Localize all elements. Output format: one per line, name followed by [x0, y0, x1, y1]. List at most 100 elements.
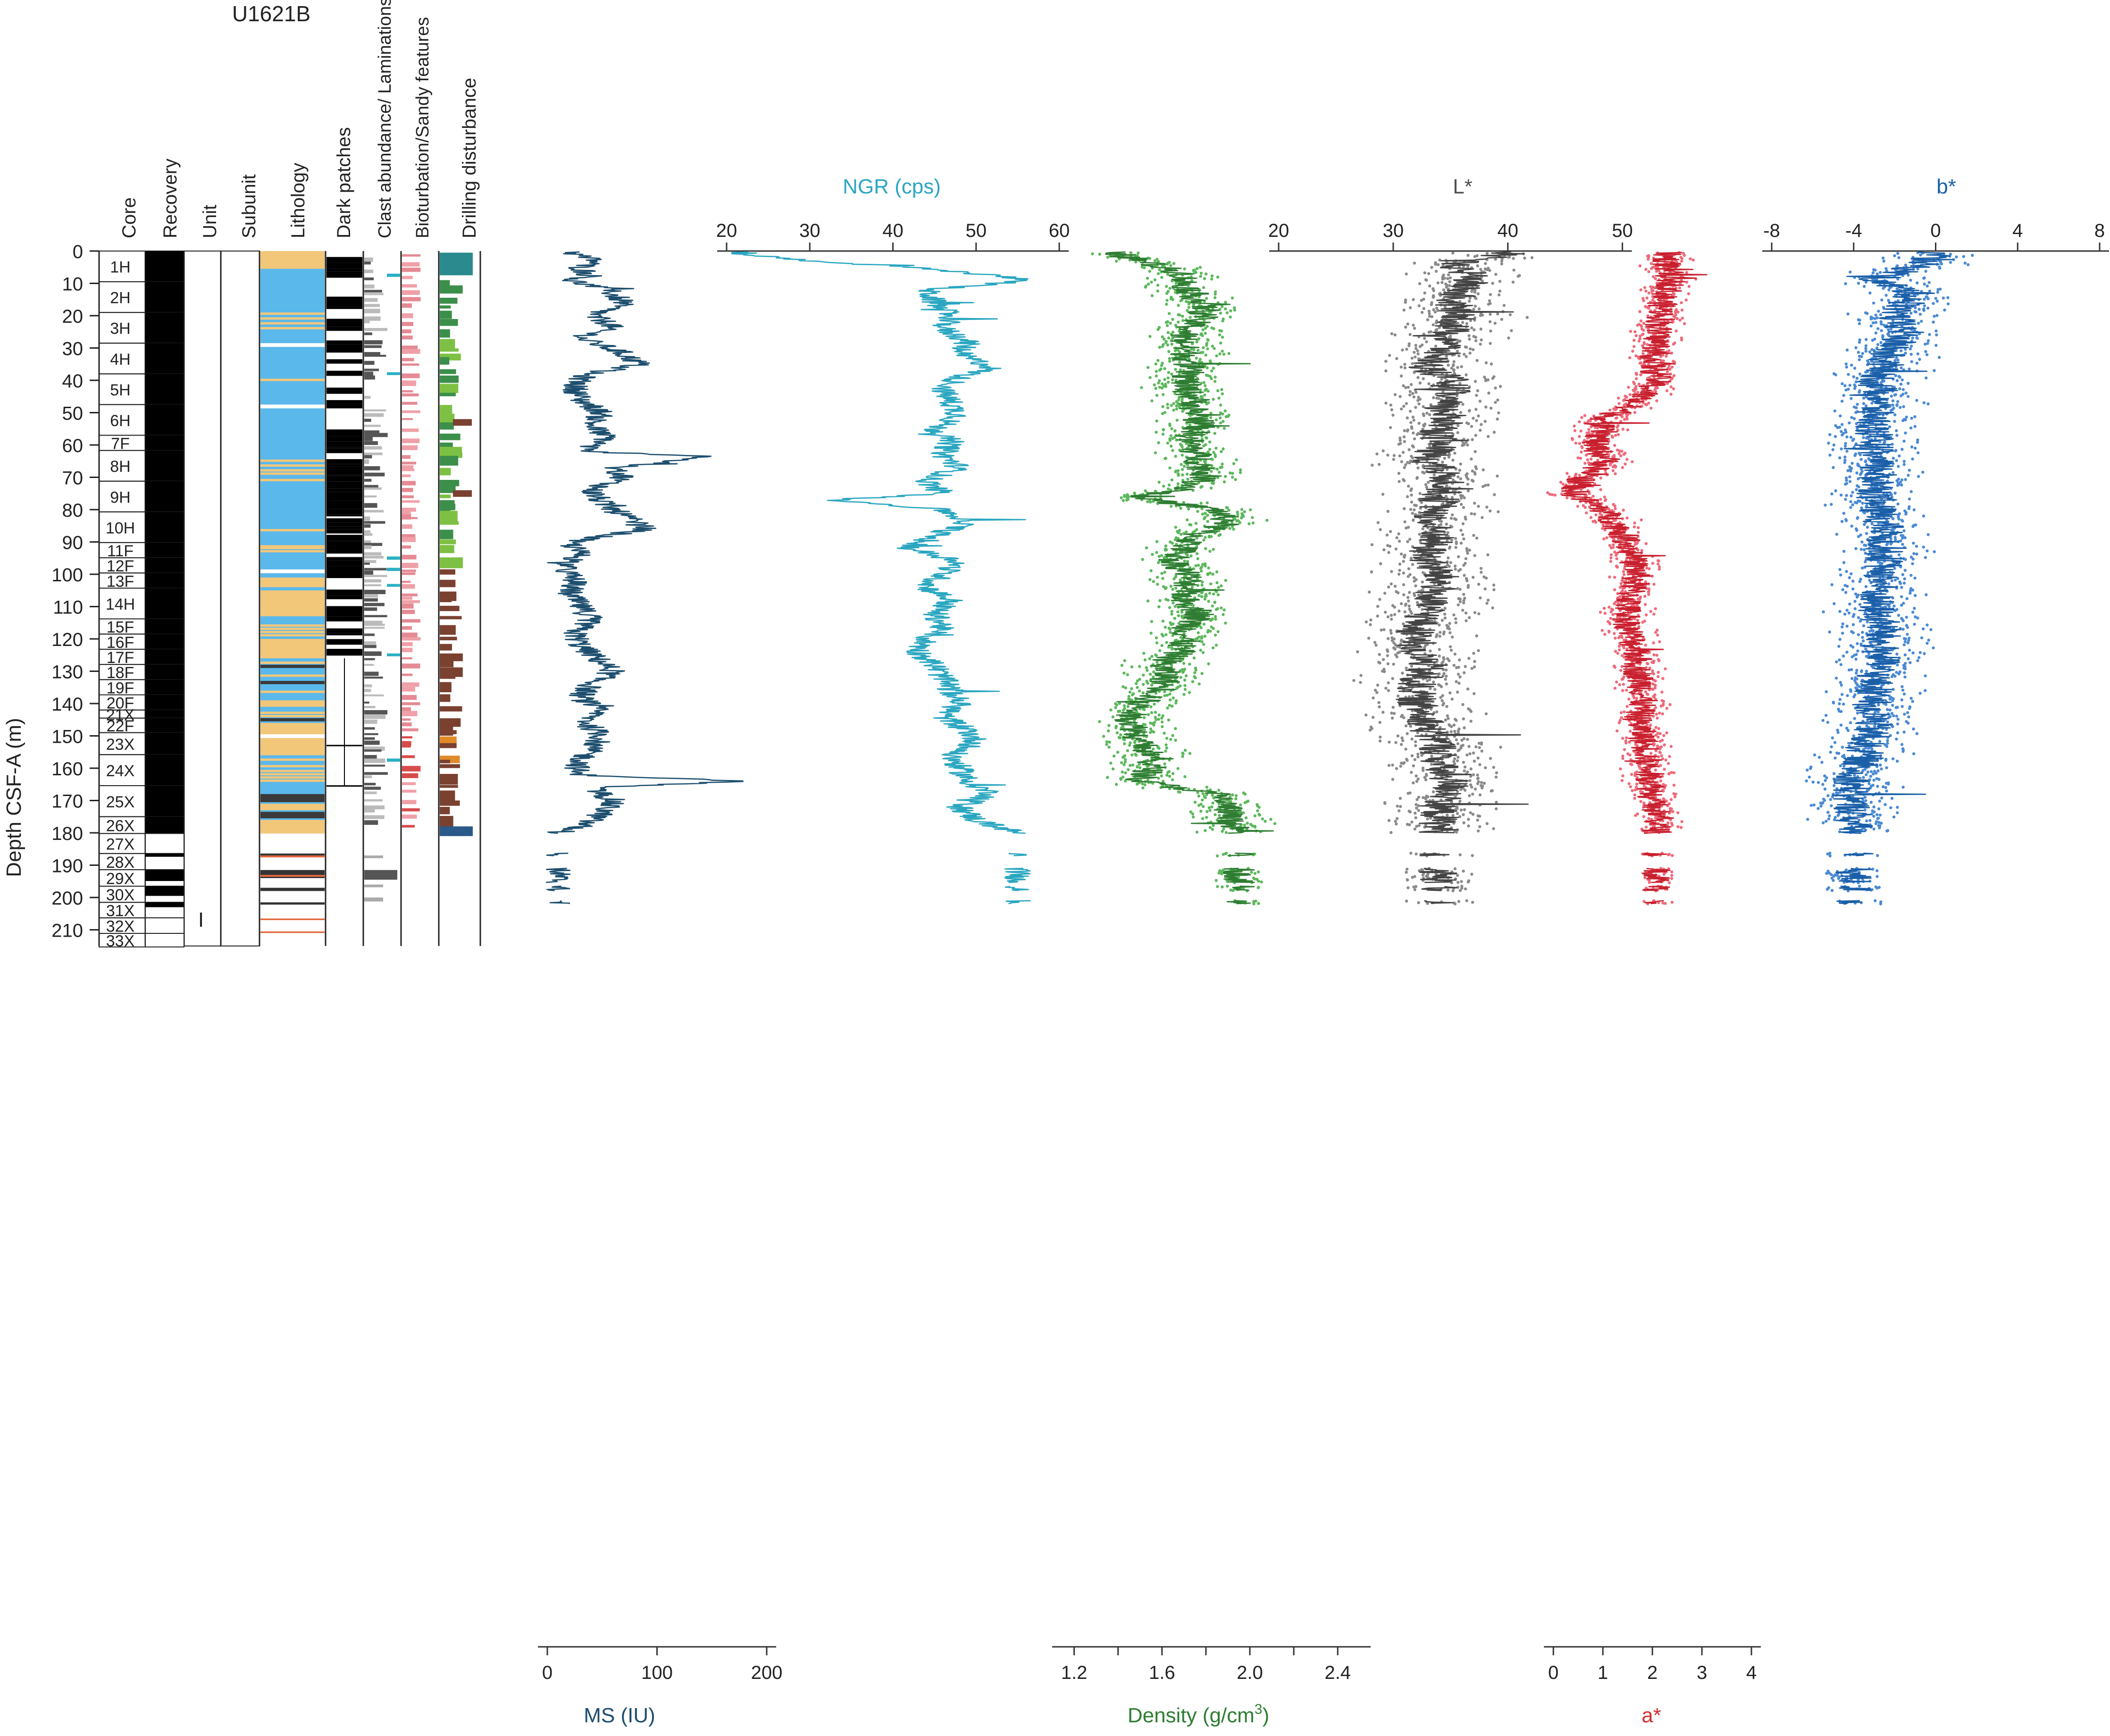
l-scatter-point	[1475, 419, 1478, 422]
l-scatter-point	[1471, 438, 1474, 441]
core-label: 24X	[106, 762, 135, 780]
dark-patch	[327, 441, 362, 447]
a-scatter-point	[1655, 269, 1658, 273]
disturbance-mark	[440, 339, 455, 350]
dark-patch	[327, 606, 362, 609]
a-scatter-point	[1691, 258, 1695, 262]
lithology-thin-band	[260, 378, 325, 381]
bioturbation-mark	[402, 642, 413, 646]
a-scatter-point	[1629, 330, 1633, 333]
density-scatter-point	[1212, 548, 1215, 551]
l-scatter-point	[1456, 424, 1460, 428]
density-scatter-point	[1196, 267, 1199, 270]
density-scatter-point	[1211, 646, 1215, 650]
disturbance-mark	[440, 375, 459, 383]
density-scatter-point	[1160, 716, 1164, 720]
a-scatter-point	[1633, 543, 1637, 546]
a-scatter-point	[1625, 704, 1629, 708]
density-scatter-point	[1257, 880, 1260, 883]
density-scatter-point	[1168, 698, 1172, 702]
core-label: 18F	[107, 664, 134, 682]
a-scatter-point	[1616, 426, 1619, 429]
a-scatter-point	[1650, 267, 1653, 270]
density-scatter-point	[1220, 450, 1223, 453]
l-scatter-point	[1460, 880, 1463, 883]
l-scatter-point	[1407, 591, 1411, 594]
density-scatter-point	[1091, 252, 1094, 256]
density-scatter-point	[1126, 673, 1129, 676]
a-scatter-point	[1626, 428, 1630, 432]
density-scatter-point	[1178, 528, 1181, 532]
clast-mark	[364, 710, 388, 715]
density-scatter-point	[1120, 663, 1124, 667]
clast-mark	[364, 651, 382, 656]
l-scatter-point	[1432, 323, 1435, 327]
disturbance-block	[440, 252, 473, 276]
a-scatter-point	[1617, 645, 1621, 648]
l-scatter-point	[1392, 458, 1395, 461]
l-scatter-point	[1403, 555, 1406, 559]
l-scatter-point	[1373, 641, 1377, 644]
density-scatter-point	[1217, 534, 1221, 537]
l-scatter-point	[1444, 678, 1447, 681]
depth-tick-label: 140	[51, 694, 83, 715]
density-scatter-point	[1215, 581, 1219, 585]
clast-mark	[364, 352, 380, 356]
density-scatter-point	[1162, 428, 1165, 432]
disturbance-mark	[440, 706, 462, 712]
density-scatter-point	[1157, 554, 1161, 558]
bioturbation-mark	[402, 465, 414, 470]
l-scatter-point	[1382, 670, 1386, 673]
core-label: 26X	[106, 817, 135, 835]
density-scatter-point	[1189, 523, 1193, 527]
density-scatter-point	[1192, 348, 1196, 352]
l-scatter-point	[1401, 451, 1405, 454]
a-scatter-point	[1620, 450, 1624, 453]
clast-mark	[364, 453, 383, 455]
density-scatter-point	[1166, 771, 1170, 774]
density-scatter-point	[1219, 403, 1222, 407]
density-scatter-point	[1166, 487, 1170, 491]
density-scatter-point	[1176, 610, 1180, 613]
density-scatter-point	[1203, 562, 1207, 565]
bioturbation-mark	[402, 722, 412, 727]
disturbance-mark	[440, 485, 456, 493]
bioturbation-mark	[402, 507, 416, 512]
l-scatter-point	[1416, 731, 1419, 735]
bioturbation-mark	[402, 593, 418, 596]
density-scatter-point	[1126, 768, 1130, 772]
subunit-box	[220, 251, 260, 947]
density-scatter-point	[1134, 682, 1138, 685]
l-scatter-point	[1438, 654, 1441, 658]
l-scatter-point	[1382, 658, 1385, 661]
density-scatter-point	[1235, 458, 1238, 461]
density-scatter-point	[1114, 260, 1118, 263]
l-scatter-point	[1359, 674, 1363, 677]
density-scatter-point	[1251, 521, 1255, 525]
bioturbation-mark	[402, 349, 420, 354]
density-scatter-point	[1169, 321, 1172, 325]
clast-mark	[364, 799, 383, 802]
clast-mark	[364, 495, 377, 498]
a-scatter-point	[1641, 621, 1644, 624]
l-scatter-point	[1402, 308, 1406, 312]
density-scatter-point	[1178, 313, 1181, 317]
bioturbation-mark	[402, 303, 412, 308]
density-scatter-point	[1181, 752, 1185, 755]
bioturbation-mark	[402, 322, 413, 326]
a-scatter-point	[1622, 509, 1625, 512]
core-label: 27X	[106, 836, 135, 854]
a-scatter-point	[1655, 399, 1658, 403]
density-scatter-point	[1126, 749, 1130, 753]
l-scatter-point	[1471, 792, 1474, 796]
density-scatter-point	[1204, 353, 1207, 357]
density-scatter-point	[1222, 853, 1225, 856]
density-scatter-point	[1165, 299, 1169, 302]
dark-patch	[327, 257, 362, 263]
density-tick-label: 2.4	[1324, 1662, 1351, 1683]
l-scatter-point	[1484, 262, 1487, 265]
l-scatter-point	[1378, 598, 1382, 601]
density-scatter-point	[1231, 889, 1235, 892]
l-scatter-point	[1486, 598, 1490, 602]
l-scatter-point	[1388, 740, 1391, 744]
